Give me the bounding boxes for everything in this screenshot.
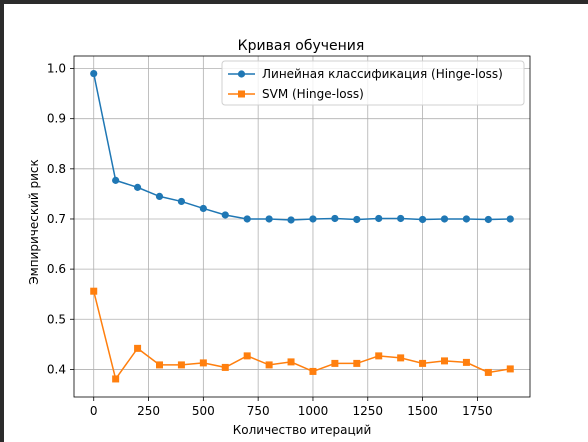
data-point-circle <box>133 183 142 191</box>
data-point-square <box>156 361 163 369</box>
data-point-circle <box>112 176 120 184</box>
data-point-square <box>397 354 405 362</box>
x-tick-label: 1500 <box>407 404 438 418</box>
data-point-square <box>265 361 273 369</box>
data-point-square <box>484 368 492 376</box>
data-point-circle <box>484 215 492 224</box>
legend-label-svm: SVM (Hinge-loss) <box>262 87 364 101</box>
y-tick-label: 1.0 <box>47 62 66 76</box>
data-point-square <box>90 287 98 295</box>
axes: 0 250 500 750 1000 1250 1500 1750 0.4 0.5 0.6 0.7 0.… <box>47 55 531 418</box>
y-tick-label: 0.5 <box>47 312 66 326</box>
data-point-square <box>506 365 514 373</box>
series-layer <box>90 69 514 383</box>
x-tick-label: 1000 <box>298 404 329 418</box>
y-tick-label: 0.6 <box>47 262 66 276</box>
data-point-square <box>134 344 142 352</box>
data-point-circle <box>418 215 427 224</box>
y-tick-label: 0.7 <box>47 212 66 226</box>
data-point-circle <box>155 192 164 201</box>
y-tick-label: 0.4 <box>47 362 66 376</box>
series-line-1 <box>93 291 511 381</box>
data-point-circle <box>397 214 405 223</box>
series-line-0 <box>92 73 511 221</box>
data-point-circle <box>440 215 449 223</box>
data-point-square <box>462 358 470 366</box>
data-point-circle <box>506 215 514 223</box>
window-left-border <box>0 0 4 442</box>
data-point-circle <box>199 204 207 213</box>
legend-marker-linear <box>237 70 246 78</box>
data-point-circle <box>177 197 186 206</box>
data-point-square <box>112 375 120 383</box>
data-point-square <box>221 363 229 371</box>
x-tick-label: 1250 <box>352 404 383 418</box>
data-point-circle <box>462 215 471 223</box>
data-point-square <box>287 358 295 366</box>
x-tick-label: 250 <box>137 404 160 418</box>
grid-lines <box>74 56 530 397</box>
data-point-square <box>375 352 383 360</box>
legend: Линейная классификация (Hinge-loss) SVM … <box>221 60 525 106</box>
data-point-circle <box>90 69 98 78</box>
data-point-circle <box>243 215 251 223</box>
legend-marker-svm <box>238 90 245 98</box>
data-point-square <box>243 352 251 360</box>
data-point-square <box>177 361 185 369</box>
data-point-square <box>309 367 317 375</box>
plot-frame <box>73 55 531 398</box>
data-point-square <box>199 359 207 367</box>
data-point-circle <box>287 216 295 224</box>
data-point-circle <box>331 214 339 223</box>
chart-title: Кривая обучения <box>238 38 365 54</box>
data-point-circle <box>353 215 361 224</box>
x-tick-label: 0 <box>90 404 98 418</box>
x-tick-label: 750 <box>247 404 270 418</box>
data-point-circle <box>375 214 383 223</box>
legend-label-linear: Линейная классификация (Hinge-loss) <box>262 67 503 81</box>
x-tick-label: 1750 <box>462 404 493 418</box>
y-tick-label: 0.8 <box>47 162 66 176</box>
data-point-square <box>331 359 339 367</box>
legend-box <box>221 60 525 106</box>
window-top-border <box>0 0 588 4</box>
x-axis-label: Количество итераций <box>233 423 372 437</box>
data-point-square <box>353 359 361 367</box>
data-point-square <box>419 359 427 367</box>
y-tick-label: 0.9 <box>47 112 66 126</box>
data-point-circle <box>221 211 229 219</box>
x-tick-label: 500 <box>192 404 215 418</box>
data-point-circle <box>265 215 273 223</box>
y-axis-label: Эмпирический риск <box>27 159 41 284</box>
data-point-square <box>441 357 448 365</box>
data-point-circle <box>309 215 317 223</box>
